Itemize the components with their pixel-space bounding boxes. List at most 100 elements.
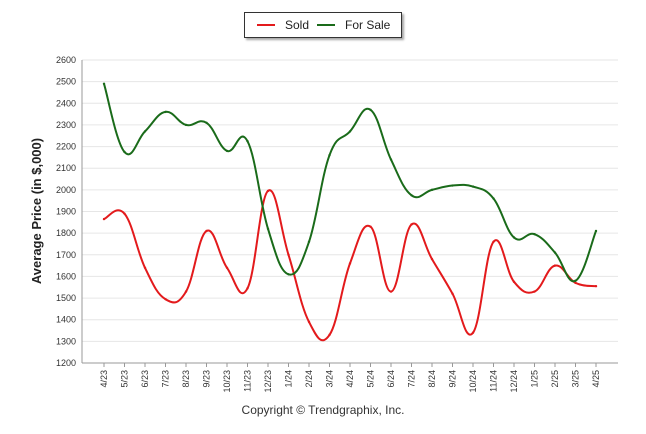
sold-data-point: [553, 264, 557, 267]
x-tick-label: 4/23: [99, 370, 109, 388]
y-tick-label: 1700: [56, 250, 76, 260]
sold-data-point: [184, 290, 188, 293]
sold-data-point: [205, 229, 208, 233]
legend-label-for-sale: For Sale: [345, 18, 391, 32]
for-sale-data-point: [123, 150, 126, 154]
y-tick-label: 1400: [56, 315, 76, 325]
for-sale-data-point: [287, 273, 290, 276]
y-tick-label: 2200: [56, 142, 76, 152]
for-sale-data-point: [184, 123, 188, 127]
x-tick-label: 2/25: [550, 370, 560, 388]
grid-lines: [82, 59, 618, 364]
x-tick-label: 2/24: [304, 370, 314, 388]
sold-series-line: [103, 189, 597, 342]
y-tick-label: 2600: [56, 55, 76, 65]
for-sale-swatch: [317, 24, 335, 26]
x-tick-label: 9/23: [202, 370, 212, 388]
sold-data-point: [143, 266, 147, 269]
sold-data-point: [123, 212, 126, 215]
x-tick-label: 4/24: [345, 370, 355, 388]
for-sale-data-point: [266, 227, 270, 231]
y-tick-label: 1900: [56, 207, 76, 217]
sold-data-point: [348, 262, 352, 265]
sold-data-point: [225, 266, 229, 269]
legend-label-sold: Sold: [285, 18, 310, 32]
sold-data-point: [328, 333, 331, 337]
x-tick-label: 1/25: [530, 370, 540, 388]
y-axis-label: Average Price (in $,000): [29, 138, 44, 284]
sold-data-point: [389, 290, 393, 293]
x-tick-label: 10/23: [222, 370, 232, 393]
y-tick-label: 2100: [56, 163, 76, 173]
y-tick-label: 1800: [56, 228, 76, 238]
for-sale-data-point: [225, 149, 229, 153]
axes: 1200 1300 1400 1500 1600 1700 1800 1900 2000 2100…: [56, 55, 618, 393]
for-sale-data-point: [512, 236, 516, 239]
for-sale-data-point: [164, 110, 167, 114]
x-tick-label: 4/25: [591, 370, 601, 388]
sold-data-point: [266, 189, 270, 193]
sold-data-point: [307, 320, 311, 324]
for-sale-data-point: [533, 233, 536, 236]
sold-data-point: [594, 284, 598, 288]
sold-data-point: [512, 280, 516, 284]
x-tick-label: 12/23: [263, 370, 273, 393]
sold-swatch: [257, 24, 275, 26]
x-tick-label: 7/24: [407, 370, 417, 388]
for-sale-data-point: [471, 185, 475, 188]
x-tick-label: 11/24: [489, 370, 499, 392]
sold-data-point: [102, 217, 106, 221]
for-sale-data-point: [430, 188, 434, 192]
x-tick-label: 11/23: [243, 370, 253, 392]
x-tick-label: 7/23: [161, 370, 171, 388]
for-sale-data-point: [389, 158, 393, 161]
for-sale-data-point: [594, 229, 598, 233]
y-tick-label: 1600: [56, 271, 76, 281]
x-tick-label: 5/23: [120, 370, 130, 388]
for-sale-data-point: [369, 108, 372, 111]
x-tick-label: 5/24: [366, 370, 376, 388]
for-sale-data-point: [553, 251, 557, 254]
legend-item-for-sale: For Sale: [317, 18, 390, 32]
sold-data-point: [369, 225, 372, 228]
sold-data-point: [533, 290, 536, 293]
for-sale-data-point: [102, 82, 106, 86]
for-sale-data-point: [307, 240, 311, 243]
legend: Sold For Sale: [244, 12, 402, 38]
y-tick-label: 2300: [56, 120, 76, 130]
sold-data-point: [246, 287, 249, 290]
x-tick-label: 1/24: [284, 370, 294, 388]
for-sale-data-point: [328, 154, 331, 157]
sold-data-point: [430, 257, 434, 261]
y-tick-label: 1200: [56, 358, 76, 368]
sold-data-point: [287, 253, 290, 256]
sold-data-point: [492, 240, 495, 243]
x-tick-label: 6/23: [140, 370, 150, 388]
series-lines: [102, 82, 598, 342]
sold-data-point: [574, 281, 577, 285]
y-tick-label: 2500: [56, 77, 76, 87]
for-sale-data-point: [574, 279, 577, 282]
copyright-footer: Copyright © Trendgraphix, Inc.: [241, 403, 405, 417]
for-sale-data-point: [143, 130, 147, 133]
sold-data-point: [451, 292, 454, 295]
sold-data-point: [410, 223, 413, 226]
for-sale-data-point: [410, 194, 413, 197]
y-tick-label: 1500: [56, 293, 76, 303]
x-tick-label: 9/24: [448, 370, 458, 388]
x-tick-label: 8/24: [427, 370, 437, 388]
for-sale-data-point: [451, 184, 454, 187]
legend-item-sold: Sold: [257, 18, 309, 32]
y-tick-label: 2400: [56, 98, 76, 108]
for-sale-data-point: [492, 197, 495, 200]
x-tick-label: 10/24: [468, 370, 478, 393]
y-tick-label: 1300: [56, 336, 76, 346]
x-tick-label: 8/23: [181, 370, 191, 388]
y-tick-label: 2000: [56, 185, 76, 195]
x-tick-label: 6/24: [386, 370, 396, 388]
x-tick-label: 12/24: [509, 370, 519, 393]
for-sale-data-point: [348, 130, 352, 133]
x-tick-label: 3/24: [325, 370, 335, 388]
for-sale-series-line: [103, 82, 597, 283]
